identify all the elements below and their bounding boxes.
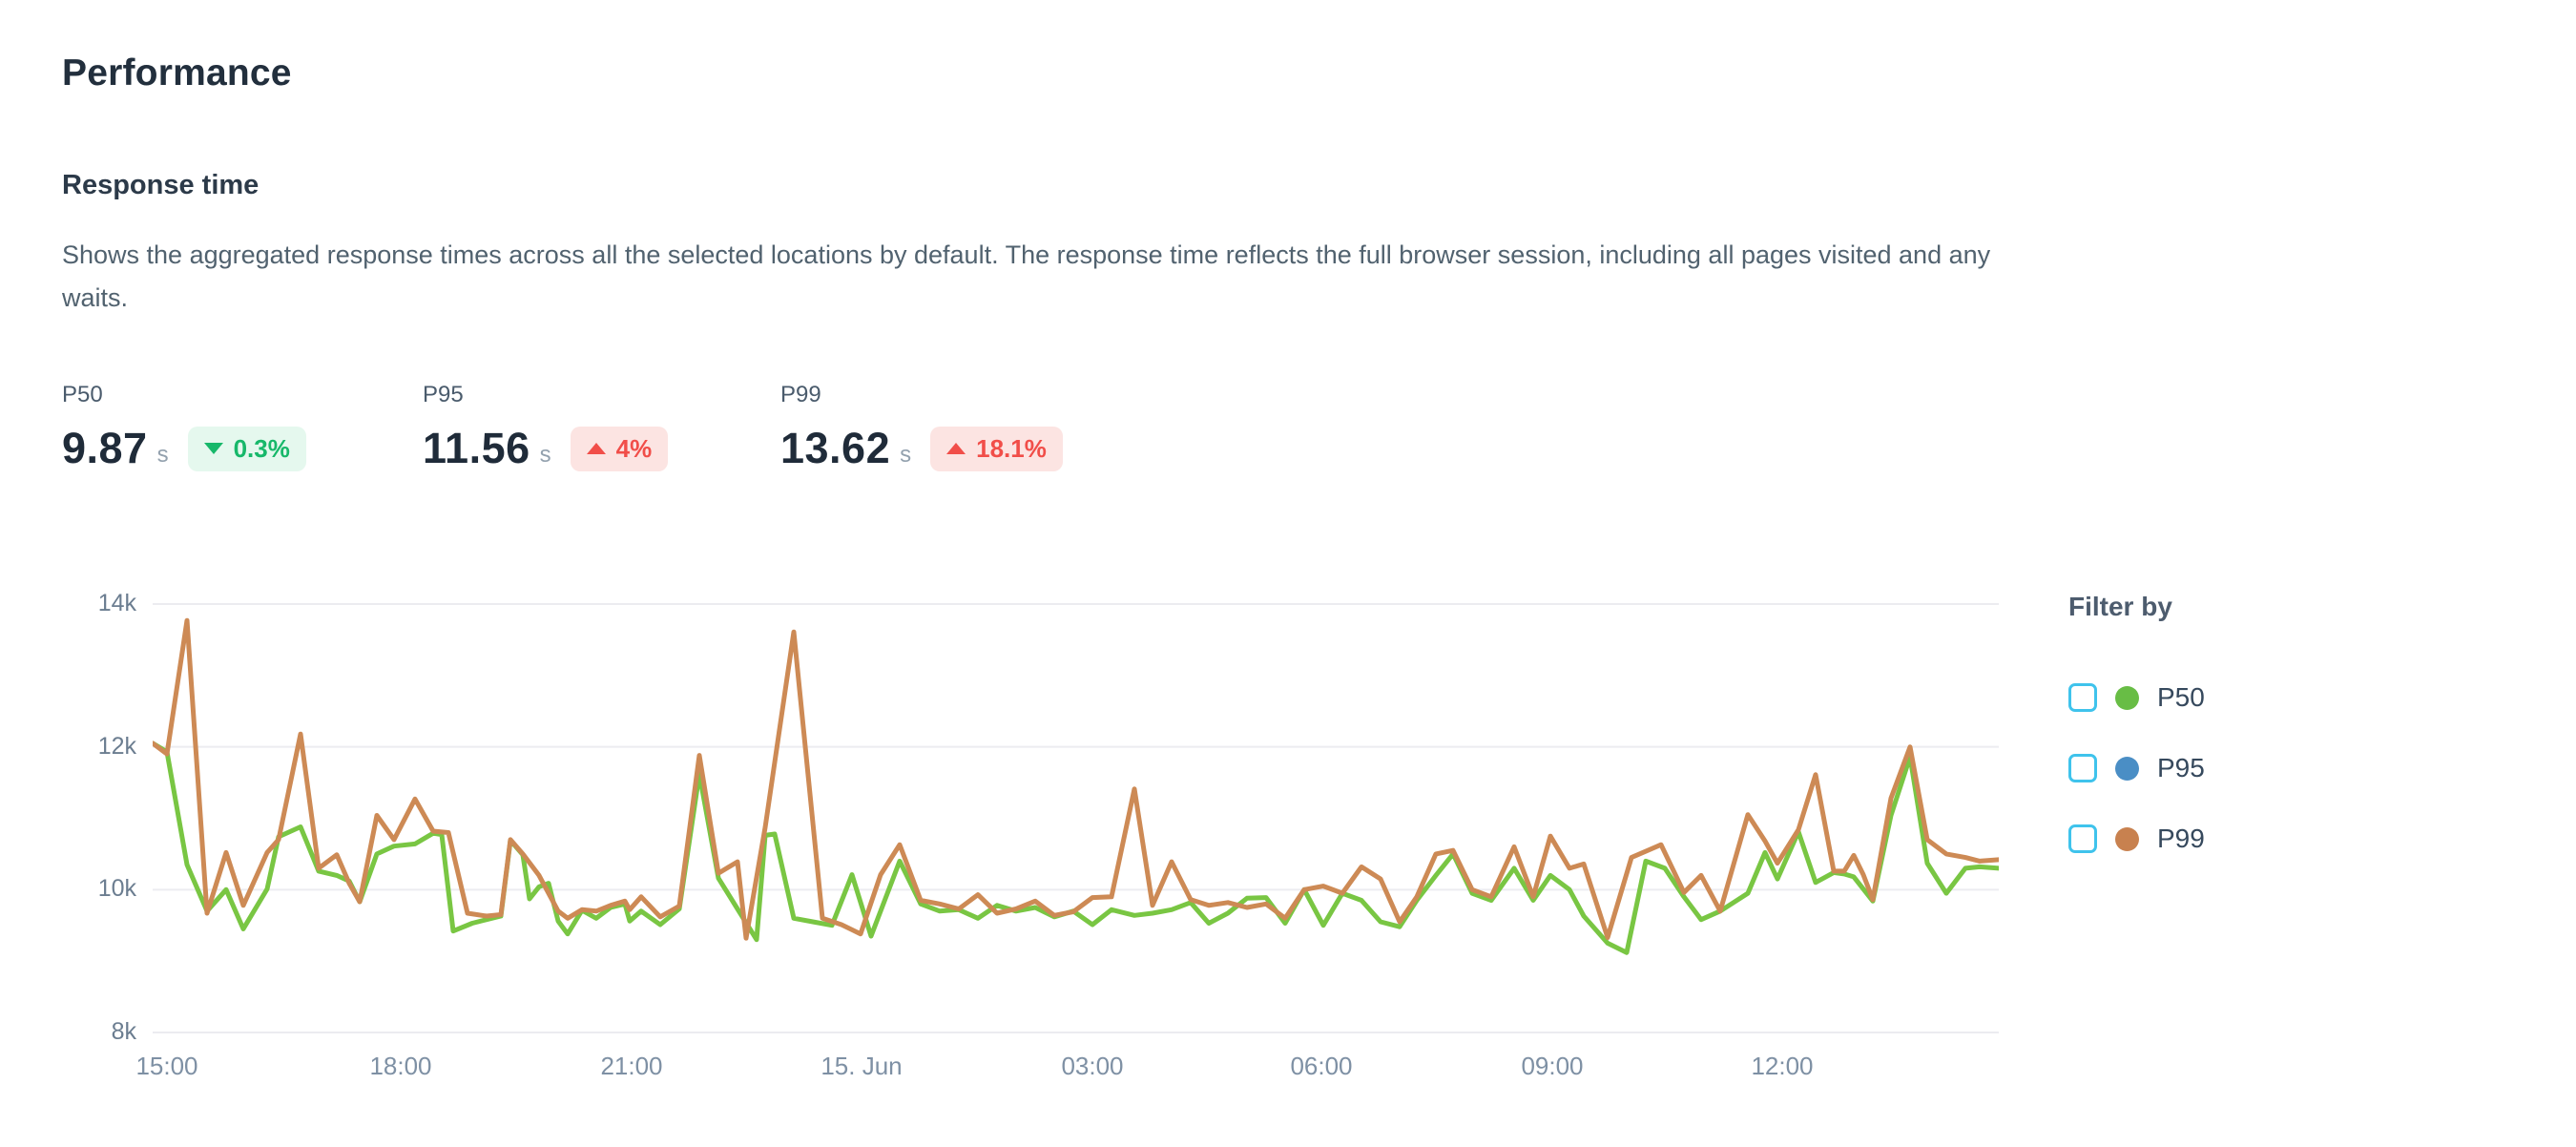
x-axis-tick-0900: 09:00	[1521, 1052, 1584, 1080]
metric-delta-badge: 18.1%	[930, 426, 1063, 471]
filter-item-p50[interactable]: P50	[2068, 678, 2205, 718]
section-description: Shows the aggregated response times acro…	[62, 240, 1991, 312]
metric-unit: s	[539, 442, 551, 468]
x-axis-tick-0300: 03:00	[1061, 1052, 1124, 1080]
x-axis-tick-2100: 21:00	[600, 1052, 663, 1080]
metric-delta: 0.3%	[233, 433, 290, 463]
checkbox-p95[interactable]	[2068, 754, 2097, 782]
series-color-dot-p99	[2115, 826, 2139, 851]
metric-value: 11.56	[423, 424, 530, 472]
x-axis-tick-15Jun: 15. Jun	[821, 1052, 903, 1080]
y-axis-tick-10k: 10k	[97, 875, 136, 903]
x-axis-tick-0600: 06:00	[1290, 1052, 1353, 1080]
metric-p95: P95 11.56 s 4%	[423, 382, 669, 473]
series-color-dot-p50	[2115, 685, 2139, 710]
metric-p99: P99 13.62 s 18.1%	[780, 382, 1063, 473]
metric-label: P99	[780, 382, 821, 407]
metric-delta-badge: 0.3%	[187, 426, 306, 471]
filter-item-label: P95	[2157, 753, 2205, 782]
metric-unit: s	[156, 442, 169, 468]
checkbox-p50[interactable]	[2068, 683, 2097, 712]
arrow-up-icon	[946, 443, 966, 454]
filter-item-label: P99	[2157, 824, 2205, 853]
metric-delta: 4%	[615, 433, 653, 463]
metric-p50: P50 9.87 s 0.3%	[62, 382, 306, 473]
arrow-down-icon	[203, 443, 223, 454]
filter-item-label: P50	[2157, 682, 2205, 712]
metric-label: P50	[62, 382, 103, 407]
filter-item-p99[interactable]: P99	[2068, 819, 2205, 859]
filter-by-title: Filter by	[2068, 592, 2172, 621]
metric-delta: 18.1%	[976, 433, 1047, 463]
x-axis-tick-1800: 18:00	[369, 1052, 432, 1080]
y-axis-tick-12k: 12k	[97, 732, 136, 760]
chart-plot-area[interactable]	[153, 592, 1999, 1040]
metric-value: 13.62	[780, 424, 891, 472]
metric-value: 9.87	[62, 424, 148, 472]
x-axis-tick-1500: 15:00	[135, 1052, 198, 1080]
filter-item-p95[interactable]: P95	[2068, 748, 2205, 788]
y-axis-tick-8k: 8k	[111, 1017, 136, 1045]
x-axis-tick-1200: 12:00	[1751, 1052, 1814, 1080]
metric-label: P95	[423, 382, 464, 407]
page-title: Performance	[62, 52, 292, 94]
series-color-dot-p95	[2115, 756, 2139, 781]
series-line-p99	[153, 617, 1999, 941]
metric-unit: s	[900, 442, 912, 468]
arrow-up-icon	[586, 443, 606, 454]
checkbox-p99[interactable]	[2068, 824, 2097, 853]
metric-delta-badge: 4%	[570, 426, 669, 471]
section-title: Response time	[62, 170, 260, 200]
y-axis-tick-14k: 14k	[97, 590, 136, 616]
series-line-p50	[153, 740, 1999, 955]
